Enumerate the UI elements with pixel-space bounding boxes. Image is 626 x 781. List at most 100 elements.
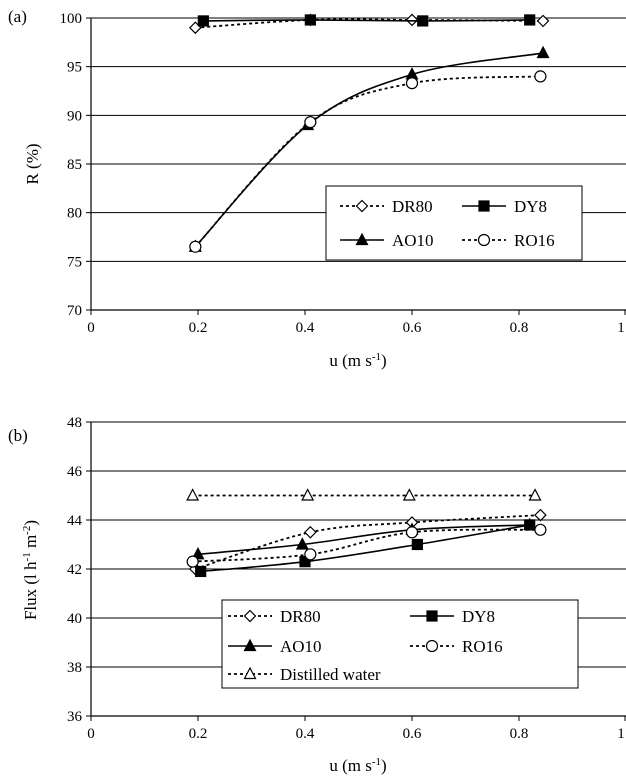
legend-label: DR80 [280,607,321,626]
y-tick-label: 38 [67,660,82,676]
x-tick-label: 0.2 [189,320,208,336]
x-tick-label: 0.4 [296,726,315,742]
legend-label: DR80 [392,197,433,216]
legend-marker [426,610,438,622]
y-tick-label: 90 [67,108,82,124]
panel-a-x-axis-title: u (m s-1) [329,351,386,370]
legend-item-ro16: RO16 [462,231,555,250]
point-dr80 [405,13,419,27]
series-line-ro16 [194,75,541,248]
panel-b-y-axis-title: Flux (l h-1 m-2) [21,520,40,620]
legend-item-ao10: AO10 [340,231,434,250]
point-dy8 [417,15,429,27]
point-dy8 [411,538,423,551]
series-dr80 [188,508,547,576]
panel-a-label: (a) [8,7,27,26]
series-dr80 [188,13,550,35]
series-line-dr80 [195,514,541,570]
point-dr80 [304,525,317,539]
point-dy8 [304,14,316,26]
legend-label: Distilled water [280,665,381,684]
series-line-ao10 [197,524,530,556]
point-ro16 [405,77,419,90]
point-ao10 [523,517,537,531]
legend-label: AO10 [280,637,322,656]
x-tick-label: 1 [617,320,625,336]
point-ro16 [304,116,317,129]
point-ao10 [536,45,550,59]
y-tick-label: 44 [67,513,83,529]
x-tick-label: 0 [87,320,95,336]
legend-item-distilled-water: Distilled water [228,665,381,684]
point-dr80 [534,508,547,522]
point-ro16 [534,523,547,536]
x-tick-label: 0.8 [510,320,529,336]
x-tick-label: 0.8 [510,726,529,742]
legend-item-ao10: AO10 [228,637,322,656]
panel-b: (b) 36 38 40 42 44 46 48 0 0.2 0.4 0.6 0.8 1 Flux (… [8,415,626,775]
point-distilled-water [301,488,315,501]
y-tick-label: 48 [67,415,82,431]
series-ao10 [191,517,537,560]
point-dr80 [536,14,550,28]
point-distilled-water [528,488,542,501]
legend-marker [243,666,257,680]
series-line-ro16 [192,528,541,563]
panel-a-y-axis-title: R (%) [23,143,42,184]
legend-marker [243,638,257,652]
panel-a-gridlines [91,17,626,262]
series-line-dy8 [200,524,530,573]
legend-marker [425,639,439,653]
series-line-dr80 [195,18,544,29]
point-dy8 [197,15,209,27]
x-tick-label: 0.6 [403,320,422,336]
y-tick-label: 80 [67,206,82,222]
y-tick-label: 85 [67,157,82,173]
panel-b-x-ticks: 0 0.2 0.4 0.6 0.8 1 [87,716,626,742]
y-tick-label: 75 [67,254,82,270]
legend-item-dr80: DR80 [340,197,433,216]
y-tick-label: 46 [67,464,83,480]
x-tick-label: 0 [87,726,95,742]
panel-a-legend-box [325,185,583,261]
point-distilled-water [402,488,416,501]
panel-a-y-ticks: 70 75 80 85 90 95 100 [60,11,91,319]
legend-item-dy8: DY8 [462,197,547,216]
panel-b-legend: DR80 DY8 AO10 RO16 Distilled water [221,599,579,689]
legend-label: RO16 [514,231,555,250]
legend-label: DY8 [514,197,547,216]
panel-a-legend: DR80 DY8 AO10 RO16 [325,185,583,261]
x-tick-label: 0.6 [403,726,422,742]
panel-b-legend-box [221,599,579,689]
panel-a-x-ticks: 0 0.2 0.4 0.6 0.8 1 [87,310,626,336]
y-tick-label: 70 [67,303,82,319]
legend-item-dr80: DR80 [228,607,321,626]
panel-b-y-ticks: 36 38 40 42 44 46 48 [67,415,91,725]
series-dy8 [197,14,536,27]
x-tick-label: 0.4 [296,320,315,336]
legend-item-ro16: RO16 [410,637,503,656]
y-tick-label: 100 [60,11,83,27]
legend-marker [477,233,491,247]
y-tick-label: 95 [67,60,82,76]
point-ao10 [295,537,309,550]
point-ro16 [534,70,547,83]
y-tick-label: 40 [67,611,82,627]
point-ro16 [405,526,419,539]
point-ro16 [186,555,199,568]
legend-label: RO16 [462,637,503,656]
series-ro16 [186,523,547,568]
legend-label: DY8 [462,607,495,626]
point-distilled-water [186,488,200,501]
legend-marker [243,609,257,623]
series-line-dy8 [203,19,530,22]
panel-b-x-axis-title: u (m s-1) [329,756,386,775]
y-tick-label: 42 [67,562,82,578]
y-tick-label: 36 [67,709,83,725]
legend-marker [355,199,369,213]
point-dy8 [195,565,207,578]
series-dy8 [195,519,536,578]
x-tick-label: 0.2 [189,726,208,742]
